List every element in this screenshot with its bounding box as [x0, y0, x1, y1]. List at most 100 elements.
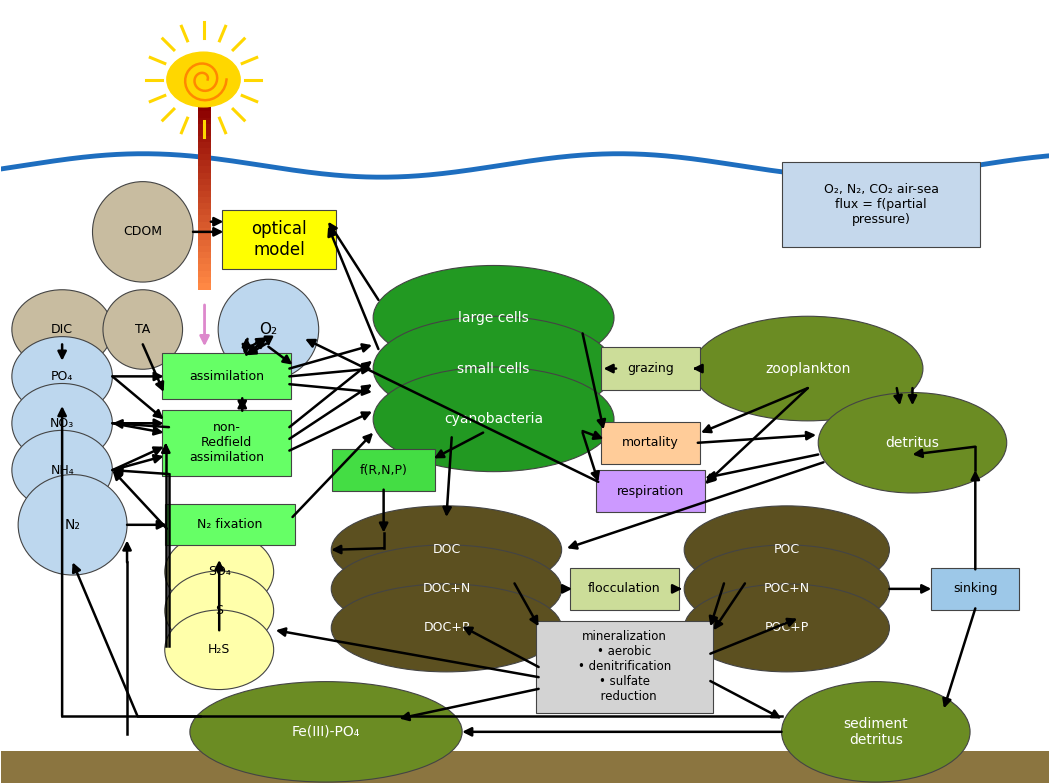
Bar: [198, 222, 211, 229]
Text: S: S: [215, 604, 224, 617]
Bar: [198, 240, 211, 248]
FancyBboxPatch shape: [162, 354, 292, 399]
Ellipse shape: [685, 584, 889, 672]
Ellipse shape: [103, 290, 183, 369]
Ellipse shape: [331, 506, 562, 593]
Bar: [198, 105, 211, 113]
Text: assimilation: assimilation: [189, 370, 264, 383]
Ellipse shape: [331, 584, 562, 672]
FancyBboxPatch shape: [332, 449, 436, 492]
Ellipse shape: [693, 316, 923, 421]
Ellipse shape: [12, 383, 112, 463]
FancyBboxPatch shape: [536, 620, 713, 713]
Bar: [198, 130, 211, 137]
Ellipse shape: [331, 545, 562, 633]
Text: f(R,N,P): f(R,N,P): [360, 463, 407, 477]
Bar: [198, 166, 211, 174]
Bar: [198, 283, 211, 290]
FancyBboxPatch shape: [602, 347, 700, 390]
Text: mortality: mortality: [623, 436, 679, 449]
Bar: [198, 258, 211, 266]
Ellipse shape: [373, 367, 614, 472]
Text: N₂: N₂: [65, 517, 81, 532]
Bar: [198, 264, 211, 272]
Ellipse shape: [190, 681, 462, 782]
Bar: [198, 154, 211, 162]
Ellipse shape: [165, 532, 274, 612]
Text: Fe(III)-PO₄: Fe(III)-PO₄: [292, 725, 360, 739]
Text: detritus: detritus: [885, 436, 940, 450]
Ellipse shape: [685, 545, 889, 633]
Ellipse shape: [818, 393, 1007, 493]
Bar: [198, 179, 211, 187]
FancyBboxPatch shape: [602, 422, 700, 464]
FancyBboxPatch shape: [165, 504, 295, 545]
FancyBboxPatch shape: [596, 470, 706, 512]
Circle shape: [167, 53, 240, 107]
Bar: [198, 161, 211, 168]
Bar: [198, 216, 211, 223]
Text: POC+P: POC+P: [764, 622, 808, 634]
Text: NH₄: NH₄: [50, 463, 74, 477]
Bar: [198, 148, 211, 156]
Bar: [198, 111, 211, 119]
Text: sediment
detritus: sediment detritus: [843, 717, 908, 747]
FancyBboxPatch shape: [931, 568, 1020, 610]
Text: respiration: respiration: [617, 485, 685, 498]
FancyBboxPatch shape: [222, 210, 336, 270]
Text: O₂: O₂: [259, 322, 277, 337]
Text: DOC: DOC: [433, 543, 461, 557]
Text: DOC+P: DOC+P: [423, 622, 469, 634]
Text: DOC+N: DOC+N: [422, 583, 470, 595]
Text: POC: POC: [774, 543, 800, 557]
Text: PO₄: PO₄: [51, 370, 74, 383]
FancyBboxPatch shape: [782, 162, 980, 247]
Bar: [198, 234, 211, 241]
Bar: [198, 124, 211, 132]
Bar: [198, 270, 211, 278]
Ellipse shape: [373, 266, 614, 370]
Bar: [198, 252, 211, 260]
Bar: [198, 118, 211, 125]
Text: small cells: small cells: [458, 361, 530, 376]
Text: flocculation: flocculation: [588, 583, 660, 595]
Ellipse shape: [373, 316, 614, 421]
Bar: [1, 751, 1049, 782]
Bar: [198, 136, 211, 143]
Text: TA: TA: [135, 323, 150, 336]
Text: POC+N: POC+N: [763, 583, 810, 595]
Text: optical
model: optical model: [251, 220, 307, 259]
Ellipse shape: [781, 681, 970, 782]
Text: grazing: grazing: [627, 362, 674, 375]
Text: sinking: sinking: [953, 583, 997, 595]
Bar: [198, 185, 211, 193]
Text: NO₃: NO₃: [50, 417, 75, 430]
Ellipse shape: [12, 290, 112, 369]
Text: cyanobacteria: cyanobacteria: [444, 412, 543, 426]
FancyBboxPatch shape: [570, 568, 679, 610]
Text: DIC: DIC: [51, 323, 74, 336]
FancyBboxPatch shape: [162, 410, 292, 476]
Bar: [198, 209, 211, 217]
Bar: [198, 191, 211, 198]
Bar: [198, 197, 211, 205]
Ellipse shape: [12, 430, 112, 510]
Text: CDOM: CDOM: [123, 225, 163, 238]
Bar: [198, 203, 211, 211]
Bar: [198, 246, 211, 254]
Ellipse shape: [18, 474, 127, 575]
Text: H₂S: H₂S: [208, 644, 230, 656]
Ellipse shape: [92, 182, 193, 282]
Ellipse shape: [165, 571, 274, 651]
Text: O₂, N₂, CO₂ air-sea
flux = f(partial
pressure): O₂, N₂, CO₂ air-sea flux = f(partial pre…: [823, 183, 939, 226]
Text: zooplankton: zooplankton: [765, 361, 850, 376]
Text: large cells: large cells: [458, 310, 529, 325]
Text: SO₄: SO₄: [208, 565, 231, 578]
Bar: [198, 277, 211, 285]
Bar: [198, 172, 211, 180]
Text: mineralization
• aerobic
• denitrification
• sulfate
  reduction: mineralization • aerobic • denitrificati…: [578, 630, 671, 703]
Bar: [198, 227, 211, 235]
Ellipse shape: [165, 610, 274, 690]
Text: N₂ fixation: N₂ fixation: [197, 518, 262, 532]
Bar: [198, 142, 211, 150]
